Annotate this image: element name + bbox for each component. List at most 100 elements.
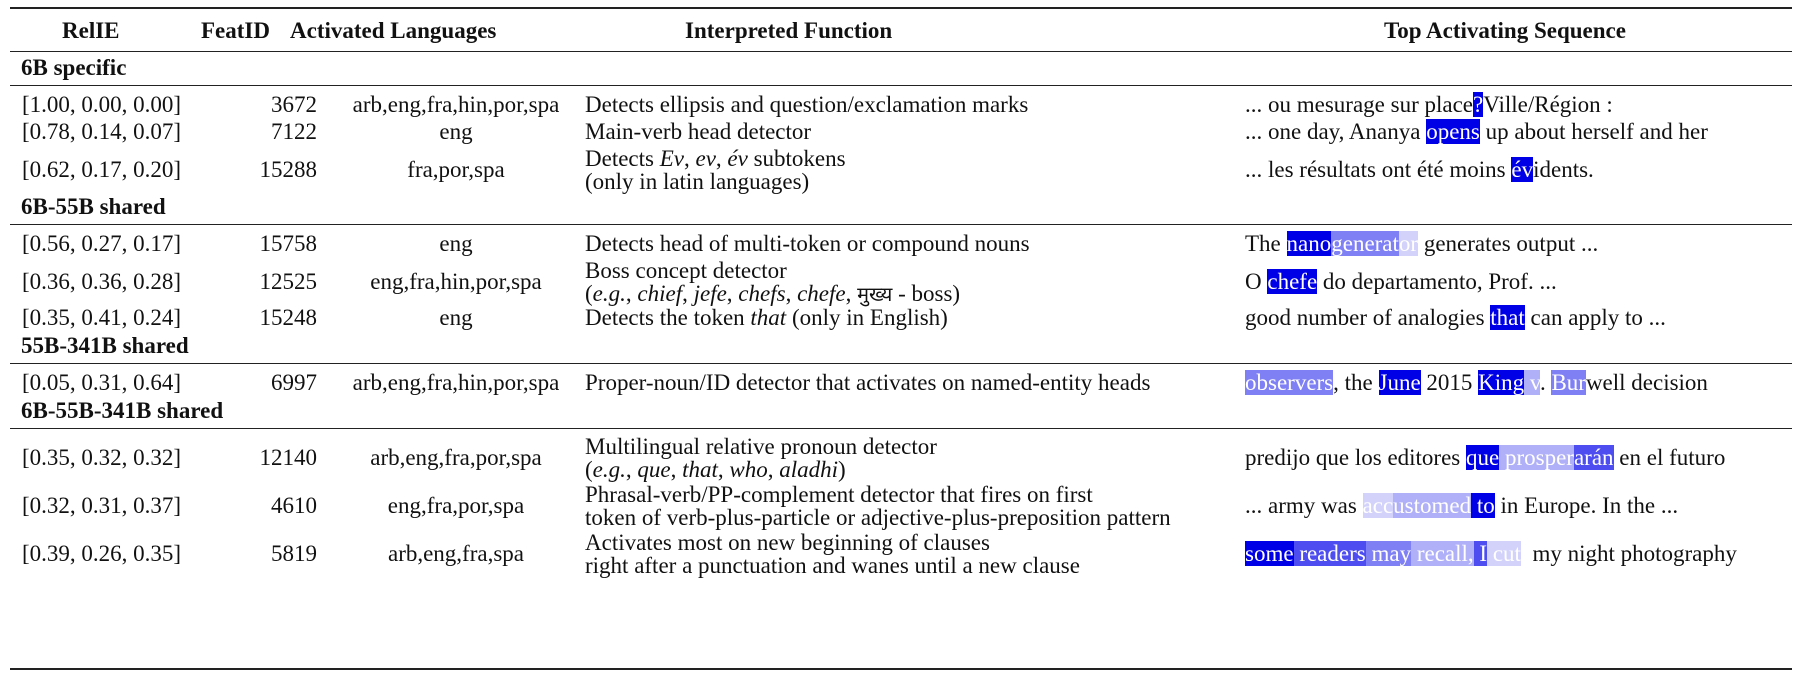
sequence-cell: predijo que los editores que prosperarán… xyxy=(1245,445,1726,470)
sequence-text: ... one day, Ananya xyxy=(1245,119,1427,144)
table-header: RelIE FeatID Activated Languages Interpr… xyxy=(10,9,1792,52)
highlighted-token: recall xyxy=(1411,541,1468,566)
section-title: 55B-341B shared xyxy=(21,333,189,358)
function-cell: Main-verb head detector xyxy=(585,119,812,144)
featid-cell: 5819 xyxy=(271,541,317,566)
example-word: that xyxy=(682,457,718,482)
separator: , xyxy=(683,146,696,171)
separator: , xyxy=(726,281,739,306)
langs-cell: eng,fra,hin,por,spa xyxy=(370,269,542,294)
example-word: chefs xyxy=(738,281,786,306)
relie-cell: [0.35, 0.41, 0.24] xyxy=(22,305,182,330)
sequence-text: en el futuro xyxy=(1613,445,1726,470)
highlighted-token: v xyxy=(1524,370,1540,395)
example-word: ev xyxy=(695,146,716,171)
function-text: - boss) xyxy=(892,281,961,306)
highlighted-token: some xyxy=(1245,541,1294,566)
separator: , xyxy=(845,281,858,306)
highlighted-token: may xyxy=(1365,541,1412,566)
function-text: Activates most on new beginning of claus… xyxy=(585,530,990,555)
sequence-text: ... les résultats ont été moins xyxy=(1245,157,1512,182)
example-word: that xyxy=(750,305,787,330)
highlighted-token: generat xyxy=(1331,231,1399,256)
sequence-cell: O chefe do departamento, Prof. ... xyxy=(1245,269,1557,294)
function-text: Boss concept detector xyxy=(585,258,787,283)
featid-cell: 3672 xyxy=(271,92,317,117)
highlighted-token: King xyxy=(1478,370,1525,395)
sequence-text: good number of analogies xyxy=(1245,305,1491,330)
relie-cell: [0.05, 0.31, 0.64] xyxy=(22,370,182,395)
section-title: 6B specific xyxy=(21,55,127,80)
sequence-cell: ... ou mesurage sur place?Ville/Région : xyxy=(1245,92,1613,117)
header-seq: Top Activating Sequence xyxy=(1384,18,1626,43)
langs-cell: eng,fra,por,spa xyxy=(387,493,525,518)
example-word: Ev xyxy=(659,146,684,171)
sequence-cell: ... army was accustomed to in Europe. In… xyxy=(1245,493,1679,518)
relie-cell: [0.56, 0.27, 0.17] xyxy=(22,231,182,256)
sequence-text: generates output ... xyxy=(1418,231,1599,256)
relie-cell: [0.35, 0.32, 0.32] xyxy=(22,445,182,470)
featid-cell: 15758 xyxy=(259,231,318,256)
sequence-text: up about herself and her xyxy=(1479,119,1708,144)
separator: , xyxy=(767,457,780,482)
highlighted-token: or xyxy=(1398,231,1419,256)
sequence-text: . xyxy=(1539,370,1552,395)
function-text: Phrasal-verb/PP-complement detector that… xyxy=(585,482,1093,507)
sequence-text: my night photography xyxy=(1520,541,1737,566)
function-text: Multilingual relative pronoun detector xyxy=(585,434,937,459)
highlighted-token: opens xyxy=(1426,119,1480,144)
example-word: chefe xyxy=(797,281,846,306)
function-text: Detects xyxy=(585,146,660,171)
sequence-text: The xyxy=(1245,231,1287,256)
highlighted-token: nano xyxy=(1286,231,1332,256)
separator: , xyxy=(625,281,638,306)
relie-cell: [1.00, 0.00, 0.00] xyxy=(22,92,182,117)
function-cell: Boss concept detector (e.g., chief, jefe… xyxy=(585,259,960,306)
featid-cell: 12525 xyxy=(259,269,318,294)
highlighted-token: Bur xyxy=(1551,370,1586,395)
relie-cell: [0.32, 0.31, 0.37] xyxy=(22,493,182,518)
highlighted-token: prosper xyxy=(1499,445,1574,470)
function-text: ( xyxy=(585,457,593,482)
highlighted-token: observers xyxy=(1245,370,1334,395)
featid-cell: 7122 xyxy=(271,119,317,144)
sequence-text: 2015 xyxy=(1420,370,1479,395)
header-func: Interpreted Function xyxy=(685,18,893,43)
sequence-text: do departamento, Prof. ... xyxy=(1317,269,1557,294)
sequence-cell: ... one day, Ananya opens up about herse… xyxy=(1245,119,1708,144)
example-word: jefe xyxy=(693,281,727,306)
example-word: chief xyxy=(637,281,683,306)
feature-table: RelIE FeatID Activated Languages Interpr… xyxy=(10,7,1792,670)
featid-cell: 12140 xyxy=(259,445,318,470)
sequence-cell: ... les résultats ont été moins évidents… xyxy=(1245,157,1594,182)
sequence-text: predijo que los editores xyxy=(1245,445,1467,470)
featid-cell: 15288 xyxy=(259,157,318,182)
function-cell: Detects head of multi-token or compound … xyxy=(585,231,1030,256)
sequence-text: Ville/Région : xyxy=(1483,92,1613,117)
example-word: e.g. xyxy=(592,281,626,306)
separator: , xyxy=(717,457,730,482)
function-cell: Phrasal-verb/PP-complement detector that… xyxy=(585,483,1171,529)
relie-cell: [0.36, 0.36, 0.28] xyxy=(22,269,182,294)
featid-cell: 6997 xyxy=(271,370,317,395)
langs-cell: fra,por,spa xyxy=(407,157,505,182)
example-word: मुख्य xyxy=(857,282,893,306)
function-cell: Activates most on new beginning of claus… xyxy=(585,531,1080,577)
highlighted-token: que xyxy=(1466,445,1500,470)
highlighted-token: , xyxy=(1467,541,1474,566)
highlighted-token: June xyxy=(1378,370,1421,395)
sequence-cell: good number of analogies that can apply … xyxy=(1245,305,1666,330)
function-cell: Detects ellipsis and question/exclamatio… xyxy=(585,92,1029,117)
section-divider xyxy=(10,85,1792,86)
sequence-text: in Europe. In the ... xyxy=(1494,493,1679,518)
example-word: e.g. xyxy=(592,457,626,482)
header-featid: FeatID xyxy=(201,18,270,43)
sequence-text: idents. xyxy=(1533,157,1594,182)
function-text: Detects the token xyxy=(585,305,751,330)
highlighted-token: ? xyxy=(1473,92,1484,117)
relie-cell: [0.62, 0.17, 0.20] xyxy=(22,157,182,182)
sequence-cell: some readers may recall, I cut my night … xyxy=(1245,541,1737,566)
separator: , xyxy=(715,146,728,171)
function-cell: Multilingual relative pronoun detector (… xyxy=(585,435,937,481)
